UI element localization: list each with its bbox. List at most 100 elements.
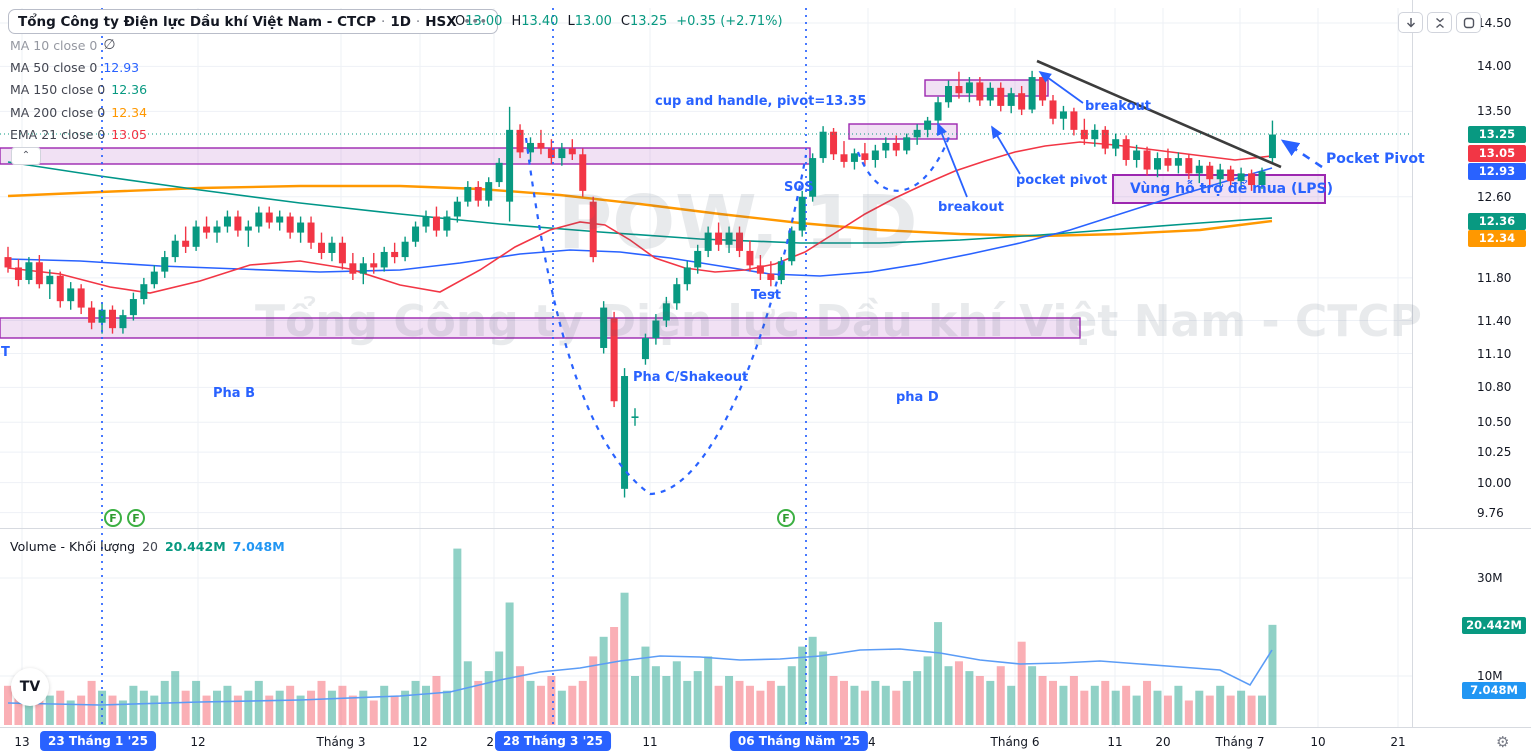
candle-body xyxy=(474,186,482,201)
tradingview-logo[interactable]: TV xyxy=(11,668,49,706)
candle-body xyxy=(495,162,503,183)
volume-bar xyxy=(422,685,430,725)
event-flag-icon[interactable]: F xyxy=(127,509,145,527)
volume-bar xyxy=(934,622,943,725)
candle-body xyxy=(1227,169,1235,182)
candle-body xyxy=(558,148,566,159)
candle-body xyxy=(736,232,743,251)
candle-body xyxy=(401,241,409,258)
time-axis-label: 13 xyxy=(14,735,30,749)
volume-bar xyxy=(568,685,577,725)
volume-legend[interactable]: Volume - Khối lượng 20 20.442M 7.048M xyxy=(10,539,285,554)
collapse-pane-button[interactable] xyxy=(1427,12,1452,33)
volume-bar xyxy=(171,671,180,725)
volume-bar xyxy=(453,548,462,725)
indicator-label: MA 10 close 0 xyxy=(10,37,98,53)
volume-bar xyxy=(348,695,357,725)
volume-bar xyxy=(98,690,107,725)
volume-ma-value: 7.048M xyxy=(232,539,285,554)
candle-body xyxy=(830,131,838,155)
indicator-row[interactable]: MA 150 close 0 12.36 xyxy=(10,82,147,97)
volume-bar xyxy=(589,656,598,725)
candle-body xyxy=(223,216,231,227)
indicator-row[interactable]: MA 50 close 0 12.93 xyxy=(10,60,139,75)
more-menu-icon[interactable]: ••• xyxy=(463,15,488,28)
price-axis-label: 14.50 xyxy=(1477,16,1512,30)
indicator-value: 12.93 xyxy=(103,59,140,75)
time-axis-label: 11 xyxy=(1107,735,1123,749)
watermark-company: Tổng Công ty Điện lực Dầu khí Việt Nam -… xyxy=(255,296,1422,347)
scroll-down-button[interactable] xyxy=(1398,12,1423,33)
candle-body xyxy=(485,182,493,201)
candle-body xyxy=(1195,165,1203,174)
candle-body xyxy=(871,150,879,160)
candle-body xyxy=(255,212,263,227)
price-badge: 13.25 xyxy=(1468,125,1526,143)
volume-bar xyxy=(181,690,190,725)
price-badge: 12.93 xyxy=(1468,162,1526,180)
interval-label[interactable]: 1D xyxy=(390,13,411,30)
volume-bar xyxy=(1007,685,1016,725)
volume-bar xyxy=(390,695,399,725)
candle-body xyxy=(1248,173,1256,186)
volume-bar xyxy=(296,695,305,725)
candle-body xyxy=(840,154,848,162)
volume-bar xyxy=(484,671,493,725)
volume-bar xyxy=(881,685,890,725)
time-axis-label: 11 xyxy=(642,735,658,749)
volume-bar xyxy=(474,680,483,725)
lps-zone-label: Vùng hỗ trợ để mua (LPS) xyxy=(1130,181,1334,197)
maximize-pane-button[interactable] xyxy=(1456,12,1481,33)
candle-body xyxy=(1133,150,1141,160)
candle-body xyxy=(1101,129,1109,149)
candle-body xyxy=(77,288,85,308)
candle-body xyxy=(610,318,618,402)
volume-bar xyxy=(808,636,817,725)
volume-bar xyxy=(505,602,514,725)
volume-bar xyxy=(819,651,828,725)
volume-current-value: 20.442M xyxy=(164,539,226,554)
candle-body xyxy=(516,129,524,153)
volume-bar xyxy=(24,690,33,725)
candle-body xyxy=(129,299,137,316)
price-axis-label: 14.00 xyxy=(1477,59,1512,74)
volume-bar xyxy=(1111,690,1120,725)
volume-bar xyxy=(254,680,263,725)
candle-body xyxy=(892,142,900,151)
volume-bar xyxy=(1268,624,1277,725)
candle-body xyxy=(1070,111,1078,130)
annotation-arrow xyxy=(1038,70,1084,104)
candle-body xyxy=(1185,158,1193,174)
axis-settings-gear-icon[interactable]: ⚙ xyxy=(1496,733,1510,751)
ma200-line xyxy=(7,184,1273,238)
indicator-row[interactable]: MA 200 close 0 12.34 xyxy=(10,105,147,120)
candle-body xyxy=(412,226,420,242)
collapse-indicators-button[interactable]: ⌃ xyxy=(11,147,41,165)
chart-annotation: Test xyxy=(751,288,781,303)
price-axis-label: 11.40 xyxy=(1477,313,1512,328)
event-flag-icon[interactable]: F xyxy=(777,509,795,527)
event-flag-icon[interactable]: F xyxy=(104,509,122,527)
symbol-header[interactable]: Tổng Công ty Điện lực Dầu khí Việt Nam -… xyxy=(8,9,498,34)
volume-bar xyxy=(913,671,922,725)
indicator-row[interactable]: MA 10 close 0 ∅ xyxy=(10,37,116,53)
candle-body xyxy=(767,273,775,280)
volume-bar xyxy=(787,666,796,725)
volume-ma-line xyxy=(7,648,1273,706)
candle-body xyxy=(589,201,597,258)
hidden-eye-icon[interactable]: ∅ xyxy=(103,37,116,53)
volume-bar xyxy=(672,661,681,725)
volume-axis-label: 30M xyxy=(1477,571,1503,585)
volume-bar xyxy=(369,700,378,725)
volume-bar xyxy=(1069,676,1078,725)
indicator-row[interactable]: EMA 21 close 0 13.05 xyxy=(10,127,147,142)
volume-bar xyxy=(66,700,75,725)
indicator-value: 12.36 xyxy=(111,82,148,97)
candle-body xyxy=(297,222,305,233)
maximize-icon xyxy=(1463,17,1474,28)
candle-body xyxy=(307,222,315,243)
volume-bar xyxy=(662,676,671,725)
volume-bar xyxy=(860,690,869,725)
candle-body xyxy=(67,288,75,302)
